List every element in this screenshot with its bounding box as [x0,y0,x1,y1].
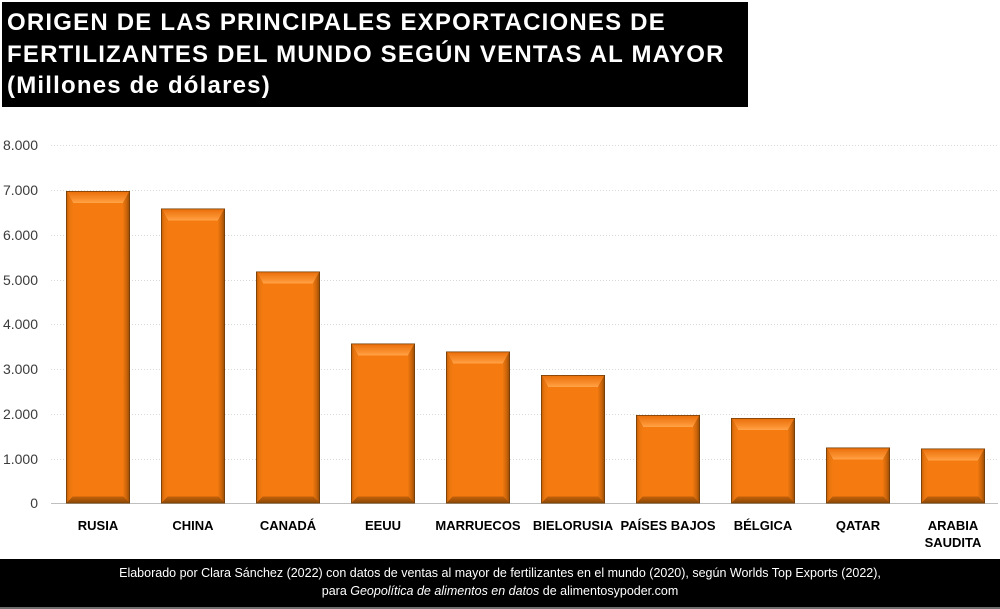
svg-text:MARRUECOS: MARRUECOS [435,518,521,533]
svg-text:CANADÁ: CANADÁ [260,518,317,533]
svg-text:ARABIA: ARABIA [928,518,979,533]
svg-text:PAÍSES BAJOS: PAÍSES BAJOS [620,518,715,533]
svg-text:BIELORUSIA: BIELORUSIA [533,518,614,533]
svg-text:BÉLGICA: BÉLGICA [734,518,793,533]
svg-text:7.000: 7.000 [3,182,38,198]
svg-text:RUSIA: RUSIA [78,518,119,533]
svg-text:5.000: 5.000 [3,272,38,288]
svg-text:4.000: 4.000 [3,316,38,332]
svg-text:2.000: 2.000 [3,406,38,422]
svg-text:EEUU: EEUU [365,518,401,533]
svg-text:8.000: 8.000 [3,137,38,153]
svg-text:0: 0 [30,495,38,511]
svg-text:SAUDITA: SAUDITA [925,535,982,550]
svg-text:CHINA: CHINA [172,518,214,533]
svg-text:1.000: 1.000 [3,451,38,467]
svg-text:6.000: 6.000 [3,227,38,243]
svg-text:3.000: 3.000 [3,361,38,377]
svg-text:QATAR: QATAR [836,518,881,533]
